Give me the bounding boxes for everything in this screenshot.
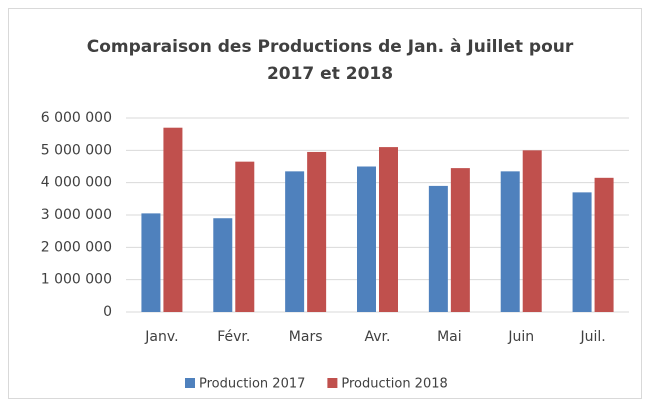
bar [357,166,376,312]
x-tick-label: Janv. [144,329,178,345]
chart-title: Comparaison des Productions de Jan. à Ju… [87,37,574,57]
bar [500,171,520,312]
x-tick-label: Juil. [579,329,605,345]
bar [428,185,448,312]
bar [235,161,255,312]
y-tick-label: 0 [103,304,112,320]
x-tick-label: Mai [437,329,462,345]
legend-swatch [327,378,338,388]
x-tick-label: Févr. [217,329,250,345]
bar [379,147,398,312]
x-tick-label: Juin [507,329,534,345]
bar [522,150,542,312]
x-tick-label: Mars [289,329,323,345]
x-tick-label: Avr. [365,329,391,345]
bar [141,213,161,312]
bar [285,171,305,312]
bar [572,192,592,312]
y-tick-label: 1 000 000 [41,272,112,288]
bar [163,127,183,312]
bar [307,151,327,312]
bar [594,177,614,312]
y-tick-label: 4 000 000 [41,175,112,191]
legend-label: Production 2017 [199,377,305,392]
bar [213,218,233,312]
chart-title: 2017 et 2018 [267,64,393,84]
y-tick-label: 2 000 000 [41,239,112,255]
y-tick-label: 5 000 000 [41,142,112,158]
legend-label: Production 2018 [341,377,447,392]
y-tick-label: 3 000 000 [41,207,112,223]
bar [450,168,470,312]
y-tick-label: 6 000 000 [41,110,112,126]
legend-swatch [185,378,195,388]
